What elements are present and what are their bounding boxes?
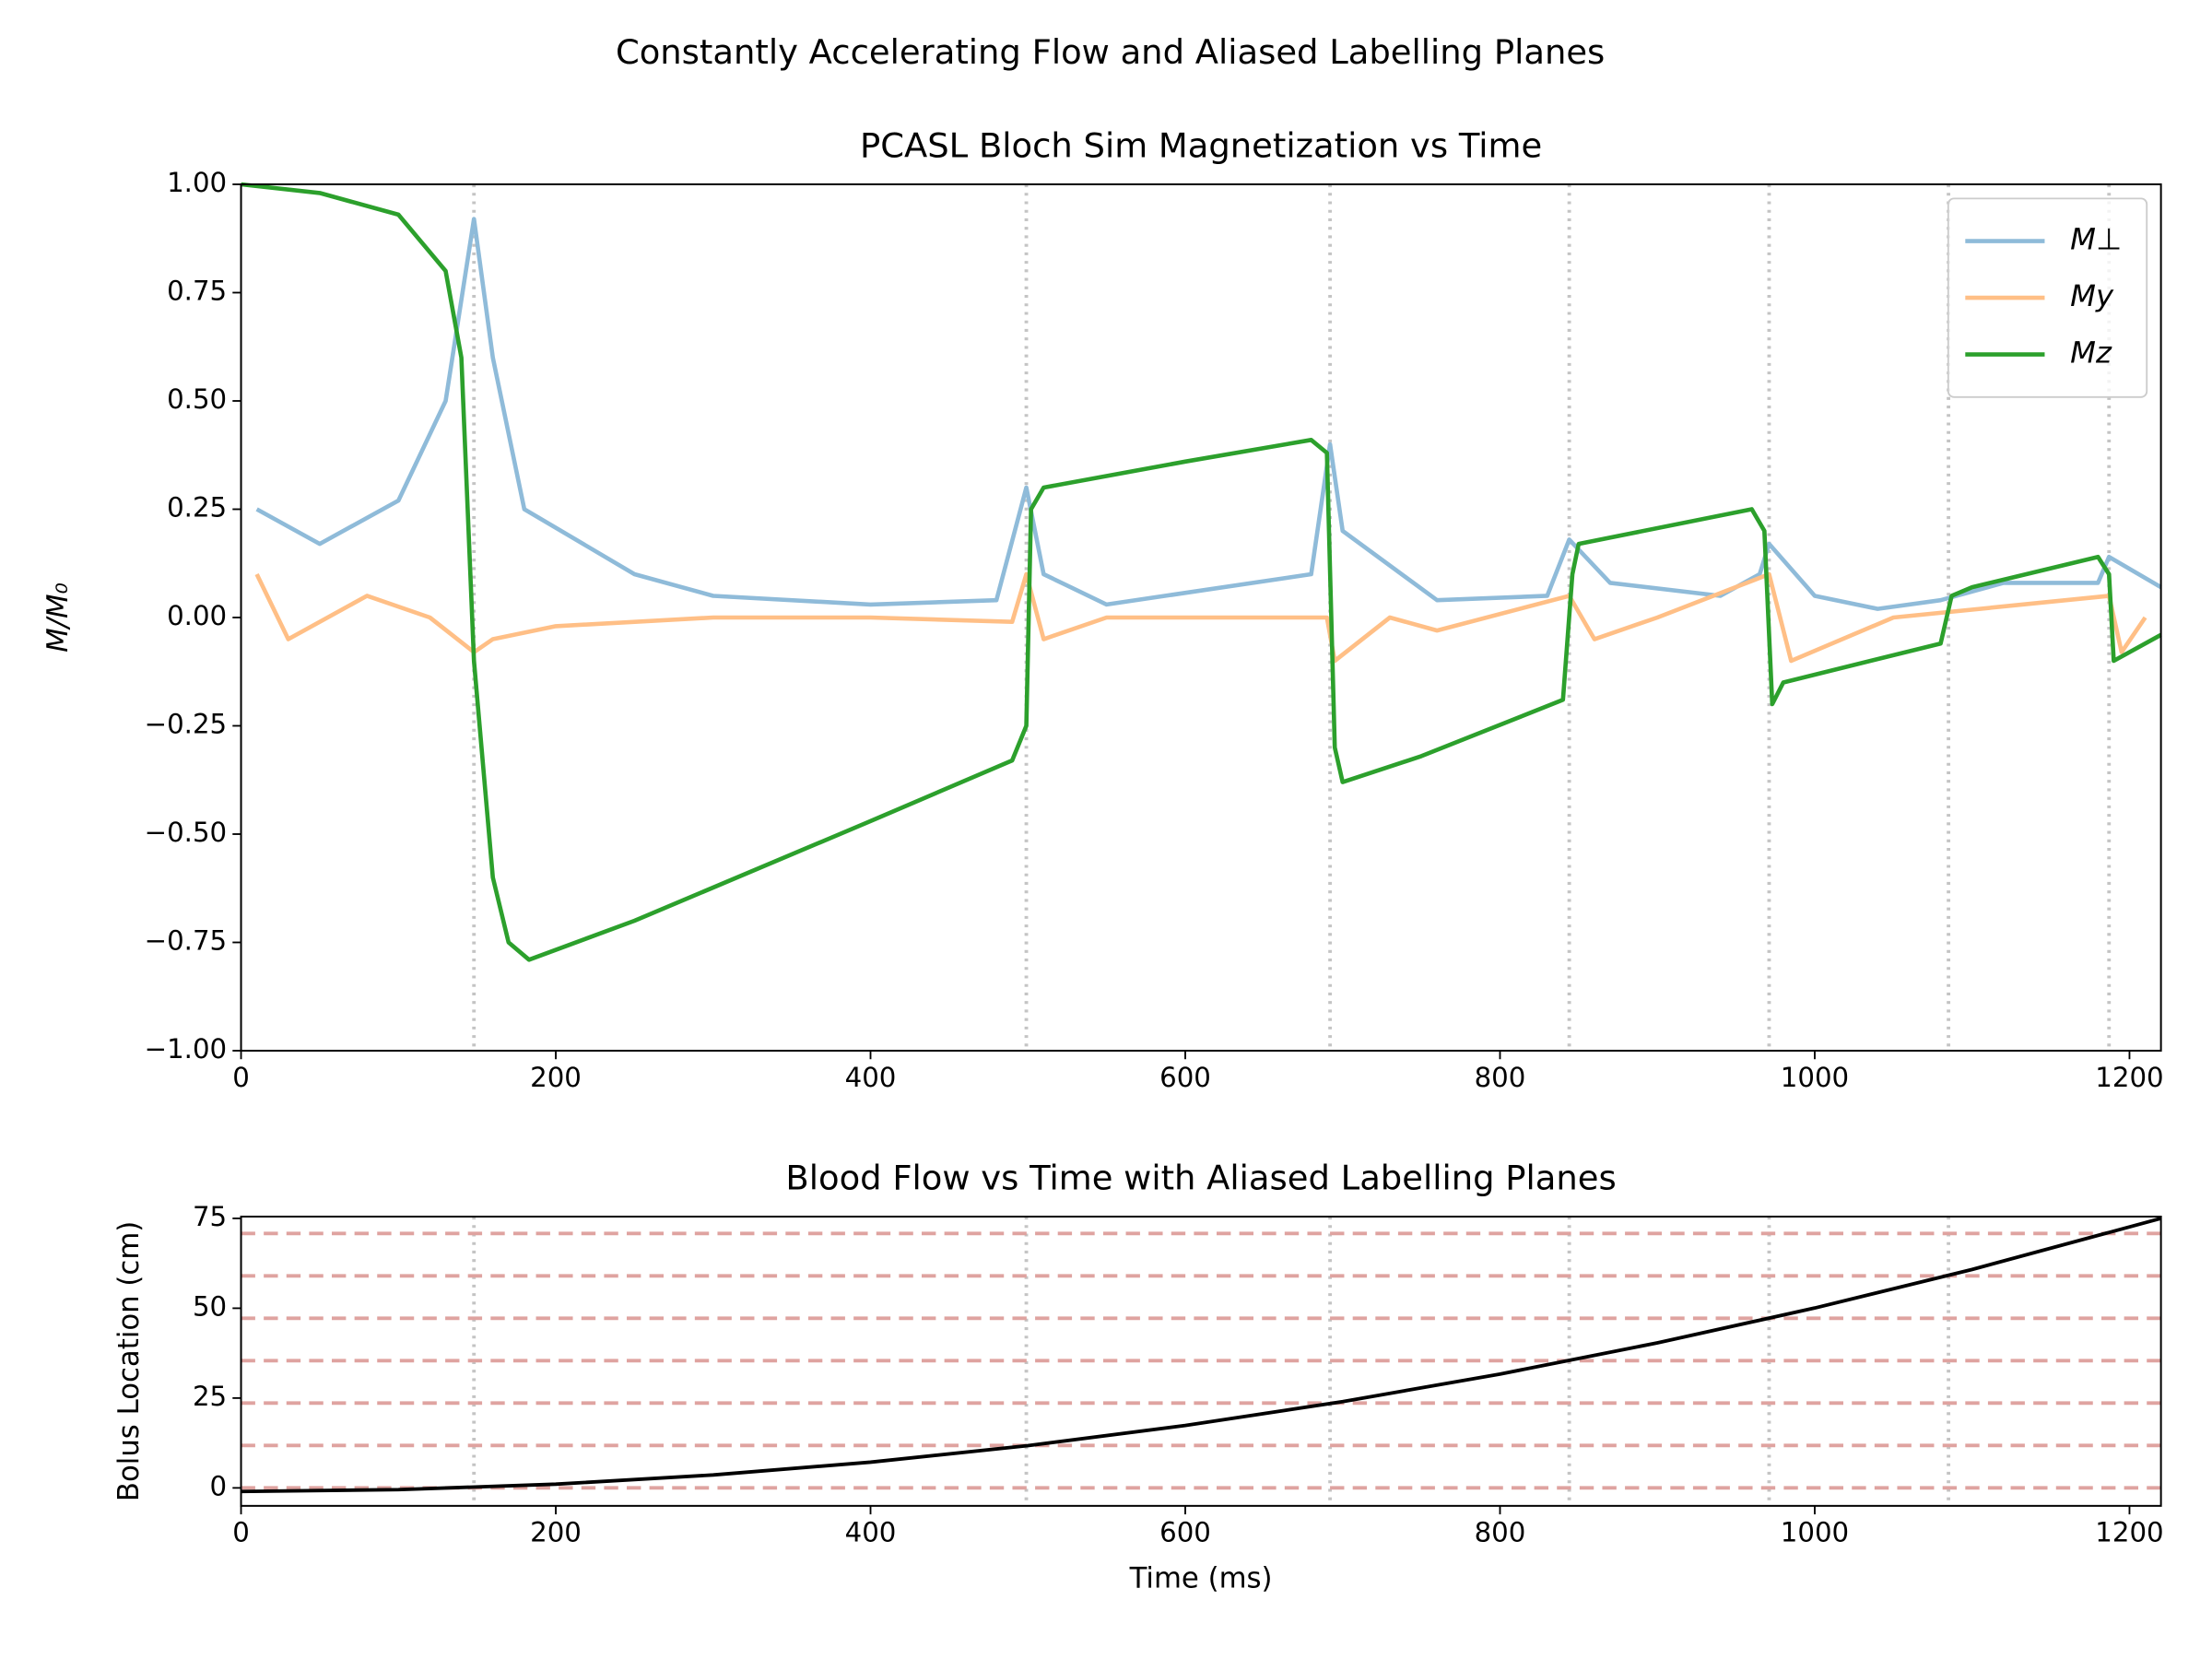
y-tick-label: −0.75 [145,924,228,956]
x-tick-label: 800 [1475,1517,1526,1548]
y-tick-label: 0.75 [167,276,227,307]
y-tick-label: −1.00 [145,1033,228,1065]
x-tick-label: 800 [1475,1062,1526,1093]
legend-box [1947,197,2148,398]
y-tick-label: 0.50 [167,383,227,415]
x-tick-label: 200 [530,1517,582,1548]
series-line [241,1217,2162,1494]
y-tick-label: 1.00 [167,167,227,198]
chart-title: Blood Flow vs Time with Aliased Labellin… [785,1159,1616,1198]
legend-label: My [2070,278,2114,313]
x-tick-label: 0 [232,1517,250,1548]
y-tick-label: 75 [193,1201,227,1232]
y-tick-label: −0.25 [145,709,228,740]
series-line [255,217,2162,611]
x-tick-label: 0 [232,1062,250,1093]
y-tick-label: 0.00 [167,600,227,631]
y-tick-label: 0 [210,1470,228,1501]
series-line [254,571,2147,664]
x-tick-label: 600 [1159,1062,1211,1093]
x-tick-label: 400 [845,1062,897,1093]
x-tick-label: 600 [1159,1517,1211,1548]
x-tick-label: 1200 [2095,1517,2163,1548]
x-tick-label: 1000 [1781,1517,1849,1548]
y-tick-label: 50 [193,1290,227,1322]
y-tick-label: 25 [193,1381,227,1412]
figure-title: Constantly Accelerating Flow and Aliased… [616,32,1605,72]
y-axis-label: Bolus Location (cm) [112,1221,146,1501]
y-tick-label: 0.25 [167,492,227,524]
legend-label: M⊥ [2070,222,2122,257]
series-line [241,182,2162,962]
x-axis-label: Time (ms) [1129,1561,1273,1594]
x-tick-label: 1200 [2095,1062,2163,1093]
chart-title: PCASL Bloch Sim Magnetization vs Time [860,126,1542,166]
legend-label: Mz [2070,335,2112,371]
axes-frame [240,1216,2162,1507]
y-axis-label: M/M₀ [41,582,75,653]
x-tick-label: 1000 [1781,1062,1849,1093]
x-tick-label: 200 [530,1062,582,1093]
y-tick-label: −0.50 [145,817,228,848]
x-tick-label: 400 [845,1517,897,1548]
